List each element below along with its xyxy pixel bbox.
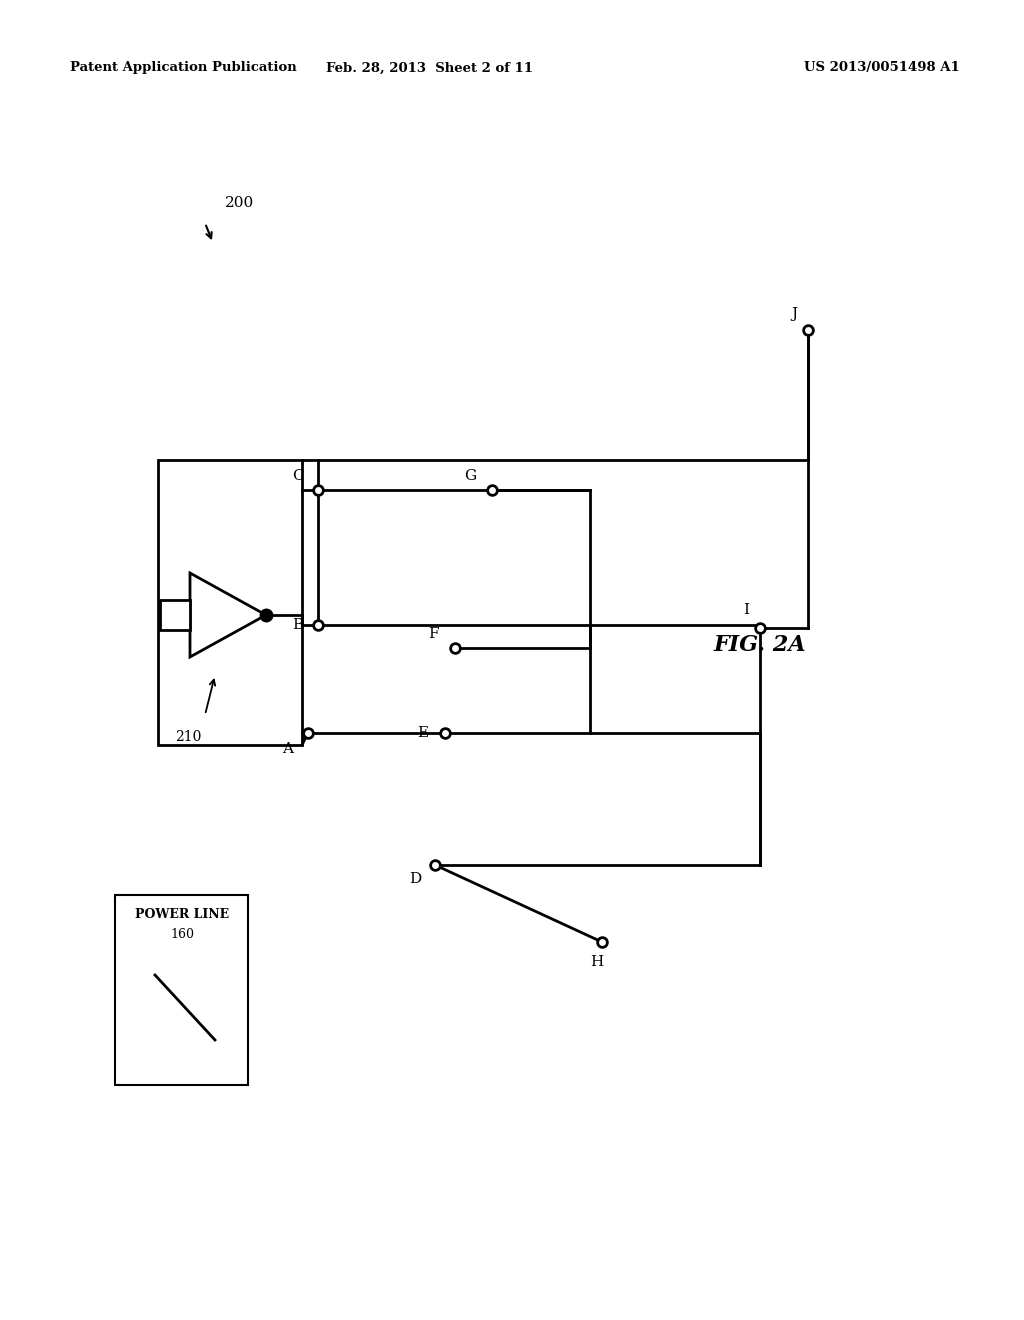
Text: B: B [293,618,303,632]
Text: F: F [428,627,438,642]
Text: E: E [418,726,429,741]
Bar [160,601,190,630]
Text: POWER LINE: POWER LINE [135,908,229,921]
Text: 160: 160 [170,928,194,941]
Text: J: J [791,308,797,321]
Text: 200: 200 [225,195,254,210]
Text: Patent Application Publication: Patent Application Publication [70,62,297,74]
Text: Feb. 28, 2013  Sheet 2 of 11: Feb. 28, 2013 Sheet 2 of 11 [327,62,534,74]
Text: I: I [743,603,749,616]
Text: FIG. 2A: FIG. 2A [714,634,806,656]
Text: D: D [409,873,421,886]
Text: G: G [464,469,476,483]
Text: A: A [283,742,294,756]
Bar [115,895,248,1085]
Text: US 2013/0051498 A1: US 2013/0051498 A1 [804,62,961,74]
Polygon shape [190,573,266,657]
Text: C: C [292,469,304,483]
Bar [158,459,302,744]
Text: H: H [591,954,603,969]
Text: 210: 210 [175,730,202,744]
